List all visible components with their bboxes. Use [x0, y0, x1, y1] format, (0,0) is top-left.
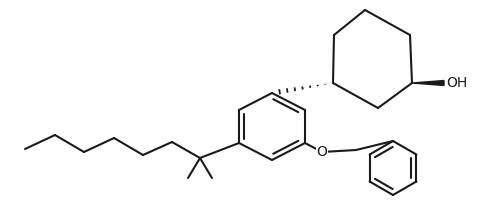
- Polygon shape: [412, 80, 444, 85]
- Text: O: O: [316, 145, 328, 159]
- Text: OH: OH: [446, 76, 467, 90]
